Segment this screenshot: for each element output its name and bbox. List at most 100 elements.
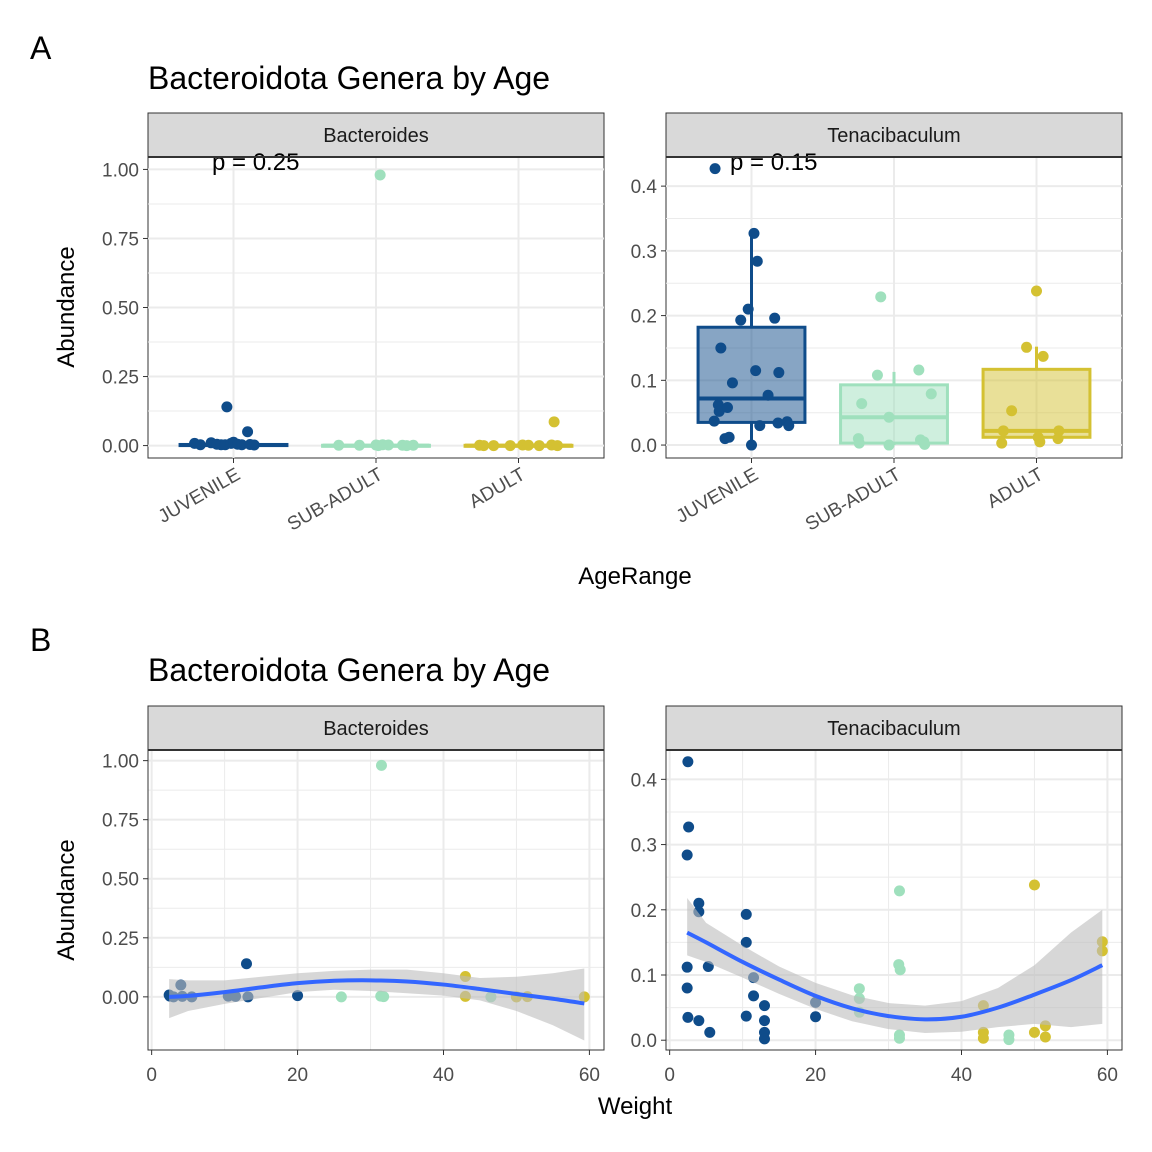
y-tick-label-bacteroides: 1.00: [102, 752, 139, 773]
y-tick-label-tenacibaculum: 0.1: [631, 966, 657, 987]
data-point-juvenile: [748, 990, 760, 1002]
data-point-juvenile: [708, 415, 720, 427]
data-point-sub-adult: [893, 885, 905, 897]
data-point-juvenile: [726, 377, 738, 389]
x-tick-label: 40: [951, 1065, 972, 1086]
panel-tag-a: A: [30, 30, 52, 66]
data-point-sub-adult: [853, 437, 865, 449]
data-point-juvenile: [681, 982, 693, 994]
data-point-juvenile: [754, 420, 766, 432]
data-point-adult: [504, 440, 516, 452]
data-point-adult: [1028, 1026, 1040, 1038]
data-point-juvenile: [693, 897, 705, 909]
y-tick-label-tenacibaculum: 0.2: [631, 901, 657, 922]
facet-panel-b-tenacibaculum: Tenacibaculum 0.0 0.1 0.2 0.3 0.4 0 20 40 60: [631, 705, 1123, 1086]
p-value-label-bacteroides: p = 0.25: [212, 149, 299, 176]
y-tick-label-tenacibaculum: 0.0: [631, 1031, 657, 1052]
data-point-adult: [533, 440, 545, 452]
facet-label-bacteroides: Bacteroides: [323, 718, 429, 740]
data-point-sub-adult: [894, 964, 906, 976]
data-point-adult: [1028, 879, 1040, 891]
facet-label-tenacibaculum: Tenacibaculum: [827, 125, 960, 147]
data-point-juvenile: [740, 908, 752, 920]
data-point-juvenile: [683, 821, 695, 833]
data-point-juvenile: [693, 1015, 705, 1027]
data-point-adult: [548, 416, 560, 428]
data-point-juvenile: [740, 1010, 752, 1022]
x-axis-title-a: AgeRange: [578, 563, 691, 590]
data-point-adult: [1006, 405, 1018, 417]
data-point-sub-adult: [883, 439, 895, 451]
data-point-juvenile: [748, 227, 760, 239]
data-point-sub-adult: [871, 369, 883, 381]
data-point-juvenile: [682, 756, 694, 768]
data-point-adult: [551, 440, 563, 452]
data-point-juvenile: [742, 303, 754, 315]
data-point-adult: [488, 440, 500, 452]
data-point-adult: [997, 425, 1009, 437]
data-point-juvenile: [292, 990, 304, 1002]
panel-tag-b: B: [30, 622, 51, 658]
data-point-juvenile: [715, 342, 727, 354]
data-point-juvenile: [772, 417, 784, 429]
confidence-ribbon-tenacibaculum: [687, 898, 1103, 1034]
y-tick-label-tenacibaculum: 0.2: [631, 307, 657, 328]
x-tick-label: 0: [664, 1065, 675, 1086]
y-tick-label-bacteroides: 0.75: [102, 229, 139, 250]
x-tick-label: 40: [433, 1065, 454, 1086]
data-point-juvenile: [681, 961, 693, 973]
x-tick-label: 20: [805, 1065, 826, 1086]
data-point-juvenile: [248, 439, 260, 451]
data-point-juvenile: [682, 1011, 694, 1023]
data-point-juvenile: [681, 849, 693, 861]
y-tick-label-bacteroides: 0.75: [102, 811, 139, 832]
data-point-juvenile: [704, 1026, 716, 1038]
y-tick-label-tenacibaculum: 0.3: [631, 836, 657, 857]
data-point-sub-adult: [333, 439, 345, 451]
loess-line-bacteroides: [169, 978, 585, 1006]
data-point-juvenile: [221, 401, 233, 413]
facet-panel-b-bacteroides: Bacteroides 0.00 0.25 0.50 0.75 1.00 0 20 40 60: [102, 705, 605, 1086]
facet-strip-bacteroides: [147, 112, 605, 158]
y-axis-title-b: Abundance: [53, 839, 80, 960]
plot-title-b: Bacteroidota Genera by Age: [148, 652, 550, 688]
x-tick-label: 60: [1097, 1065, 1118, 1086]
x-axis-title-b: Weight: [598, 1093, 673, 1120]
y-tick-label-tenacibaculum: 0.3: [631, 242, 657, 263]
data-point-adult: [977, 1032, 989, 1044]
x-tick-label: 20: [287, 1065, 308, 1086]
data-point-juvenile: [769, 312, 781, 324]
data-point-juvenile: [762, 389, 774, 401]
y-tick-label-bacteroides: 0.00: [102, 437, 139, 458]
data-point-juvenile: [723, 431, 735, 443]
data-point-juvenile: [709, 163, 721, 175]
data-point-juvenile: [242, 426, 254, 438]
data-point-sub-adult: [919, 438, 931, 450]
facet-strip-tenacibaculum: [665, 112, 1123, 158]
data-point-sub-adult: [374, 169, 386, 181]
data-point-adult: [1053, 425, 1065, 437]
data-point-sub-adult: [353, 439, 365, 451]
data-point-juvenile: [758, 1015, 770, 1027]
data-point-sub-adult: [853, 983, 865, 995]
facet-label-tenacibaculum: Tenacibaculum: [827, 718, 960, 740]
y-tick-label-bacteroides: 0.25: [102, 368, 139, 389]
data-point-juvenile: [750, 365, 762, 377]
data-point-juvenile: [773, 367, 785, 379]
y-tick-label-bacteroides: 0.25: [102, 929, 139, 950]
plot-title-a: Bacteroidota Genera by Age: [148, 60, 550, 96]
data-point-juvenile: [751, 255, 763, 267]
data-point-juvenile: [740, 936, 752, 948]
data-point-sub-adult: [1003, 1034, 1015, 1046]
data-point-juvenile: [758, 1033, 770, 1045]
data-point-juvenile: [721, 402, 733, 414]
data-point-adult: [1039, 1031, 1051, 1043]
x-tick-label: 0: [146, 1065, 157, 1086]
box-adult: [981, 367, 1092, 439]
y-tick-label-bacteroides: 0.50: [102, 870, 139, 891]
x-tick-label: 60: [579, 1065, 600, 1086]
data-point-juvenile: [236, 439, 248, 451]
data-point-juvenile: [194, 439, 206, 451]
data-point-sub-adult: [375, 759, 387, 771]
